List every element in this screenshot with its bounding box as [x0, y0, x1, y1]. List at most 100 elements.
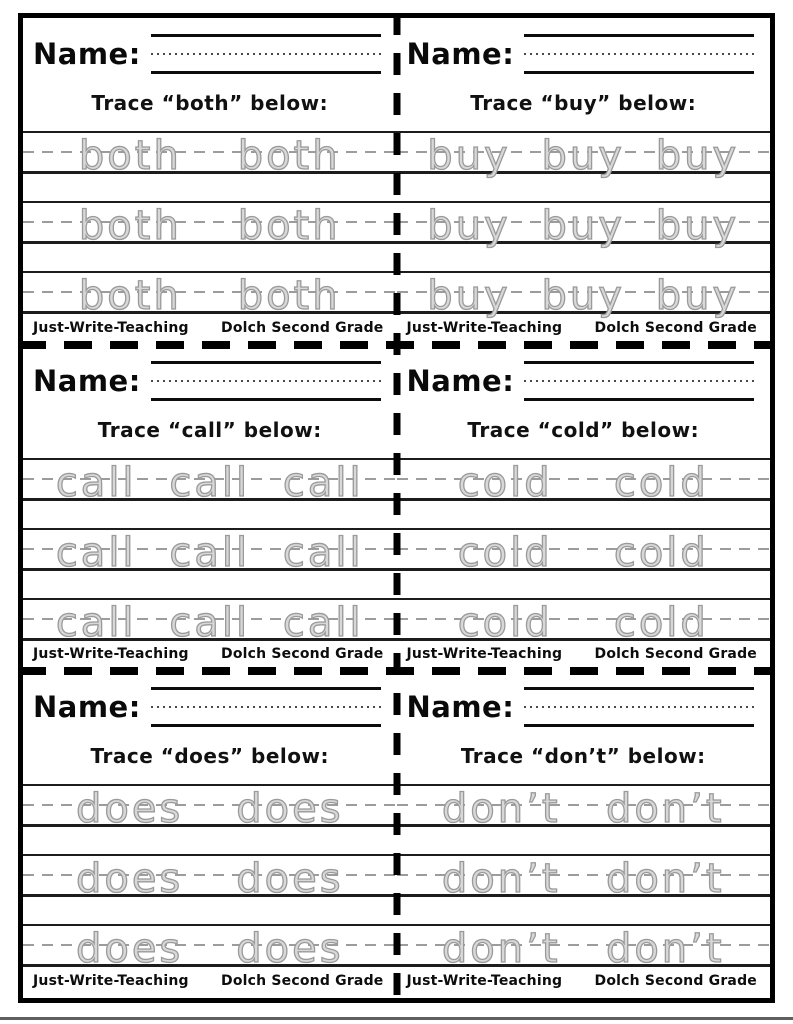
- trace-word: buy: [541, 273, 625, 319]
- worksheet-panel: Name: Trace “buy” below: buy buy buy buy buy…: [396, 18, 771, 345]
- dashed-midline: [23, 221, 397, 223]
- name-dotted-midline: [150, 53, 381, 55]
- worksheet-panel: Name: Trace “does” below: does does does do…: [23, 671, 397, 998]
- trace-words: don’t don’t: [397, 856, 771, 903]
- trace-word: does: [236, 856, 344, 903]
- panel-footer: Just-Write-Teaching Dolch Second Grade: [33, 646, 384, 662]
- series-label: Dolch Second Grade: [221, 646, 384, 663]
- name-label: Name:: [33, 690, 141, 725]
- panel-footer: Just-Write-Teaching Dolch Second Grade: [407, 646, 758, 662]
- trace-word: don’t: [441, 926, 561, 973]
- dashed-midline: [23, 547, 397, 550]
- name-writing-line: [524, 360, 754, 401]
- trace-words: cold cold: [397, 599, 771, 646]
- name-row: Name:: [23, 30, 397, 74]
- trace-word: don’t: [441, 856, 561, 903]
- trace-words: buy buy buy: [397, 203, 771, 249]
- trace-instruction: Trace “don’t” below:: [460, 744, 706, 769]
- trace-word: don’t: [605, 786, 725, 833]
- practice-rows: both both both both both both: [23, 131, 397, 319]
- series-label: Dolch Second Grade: [594, 972, 757, 989]
- trace-word: both: [237, 133, 341, 179]
- trace-words: both both: [23, 203, 397, 249]
- trace-word: both: [237, 203, 341, 249]
- trace-word: buy: [655, 273, 740, 319]
- trace-word: don’t: [441, 786, 561, 833]
- dashed-midline: [396, 547, 770, 550]
- trace-words: call call call: [23, 529, 397, 576]
- name-dotted-midline: [150, 706, 381, 709]
- dashed-midline: [396, 291, 770, 293]
- trace-words: call call call: [23, 599, 397, 646]
- name-row: Name:: [397, 30, 771, 74]
- trace-word: buy: [655, 133, 740, 179]
- practice-rows: call call call call call call call call call: [23, 457, 397, 646]
- worksheet-panel: Name: Trace “call” below: call call call ca…: [23, 345, 397, 672]
- practice-rows: don’t don’t don’t don’t don’t don’t: [396, 784, 771, 973]
- name-label: Name:: [33, 37, 141, 71]
- name-writing-line: [150, 360, 381, 401]
- trace-word: both: [78, 273, 182, 319]
- trace-words: cold cold: [397, 529, 771, 576]
- cut-line-vertical: [393, 13, 400, 1003]
- trace-words: does does: [23, 856, 397, 903]
- dashed-midline: [396, 617, 770, 620]
- trace-word: cold: [457, 529, 553, 576]
- dashed-midline: [396, 874, 770, 877]
- trace-word: cold: [457, 599, 553, 646]
- cut-line-horizontal-2: [18, 667, 775, 676]
- cut-line-horizontal-1: [18, 340, 775, 349]
- brand-label: Just-Write-Teaching: [406, 972, 563, 989]
- worksheet-panel: Name: Trace “both” below: both both both bo…: [23, 18, 397, 345]
- handwriting-row: both both: [23, 131, 397, 179]
- trace-instruction: Trace “call” below:: [97, 417, 322, 442]
- trace-word: does: [75, 786, 184, 833]
- trace-word: buy: [427, 203, 511, 249]
- trace-word: cold: [457, 459, 553, 506]
- panel-footer: Just-Write-Teaching Dolch Second Grade: [33, 320, 384, 336]
- dashed-midline: [23, 477, 397, 480]
- handwriting-row: cold cold: [396, 597, 771, 646]
- trace-word: does: [75, 926, 184, 973]
- trace-word: cold: [613, 459, 709, 506]
- trace-instruction: Trace “cold” below:: [467, 417, 700, 442]
- panel-footer: Just-Write-Teaching Dolch Second Grade: [407, 973, 758, 989]
- name-label: Name:: [406, 690, 515, 725]
- name-row: Name:: [397, 683, 771, 728]
- name-label: Name:: [33, 363, 141, 398]
- name-label: Name:: [406, 363, 515, 398]
- trace-word: buy: [541, 133, 625, 179]
- trace-words: cold cold: [397, 459, 771, 506]
- trace-word: don’t: [605, 856, 725, 903]
- dashed-midline: [23, 804, 397, 807]
- trace-word: buy: [427, 273, 511, 319]
- trace-words: buy buy buy: [397, 133, 771, 179]
- trace-word: call: [55, 459, 137, 506]
- handwriting-row: call call call: [23, 527, 397, 576]
- handwriting-row: both both: [23, 271, 397, 319]
- handwriting-row: both both: [23, 201, 397, 249]
- panel-footer: Just-Write-Teaching Dolch Second Grade: [407, 320, 758, 336]
- name-writing-line: [150, 34, 381, 74]
- trace-instruction: Trace “both” below:: [91, 91, 329, 115]
- name-writing-line: [524, 34, 754, 74]
- practice-rows: buy buy buy buy buy buy buy buy buy: [396, 131, 771, 319]
- dashed-midline: [23, 291, 397, 293]
- trace-word: call: [169, 529, 251, 576]
- name-writing-line: [524, 687, 754, 728]
- dashed-midline: [23, 944, 397, 947]
- dashed-midline: [23, 617, 397, 620]
- trace-word: both: [237, 273, 341, 319]
- series-label: Dolch Second Grade: [221, 319, 384, 336]
- dashed-midline: [396, 151, 770, 153]
- practice-rows: cold cold cold cold cold cold: [396, 457, 771, 646]
- trace-word: call: [169, 599, 251, 646]
- handwriting-row: cold cold: [396, 457, 771, 506]
- name-row: Name:: [23, 357, 397, 401]
- trace-word: buy: [655, 203, 740, 249]
- name-dotted-midline: [524, 53, 754, 55]
- worksheet-panel: Name: Trace “cold” below: cold cold cold co…: [396, 345, 771, 672]
- series-label: Dolch Second Grade: [221, 972, 384, 989]
- brand-label: Just-Write-Teaching: [406, 319, 563, 336]
- name-dotted-midline: [524, 706, 754, 709]
